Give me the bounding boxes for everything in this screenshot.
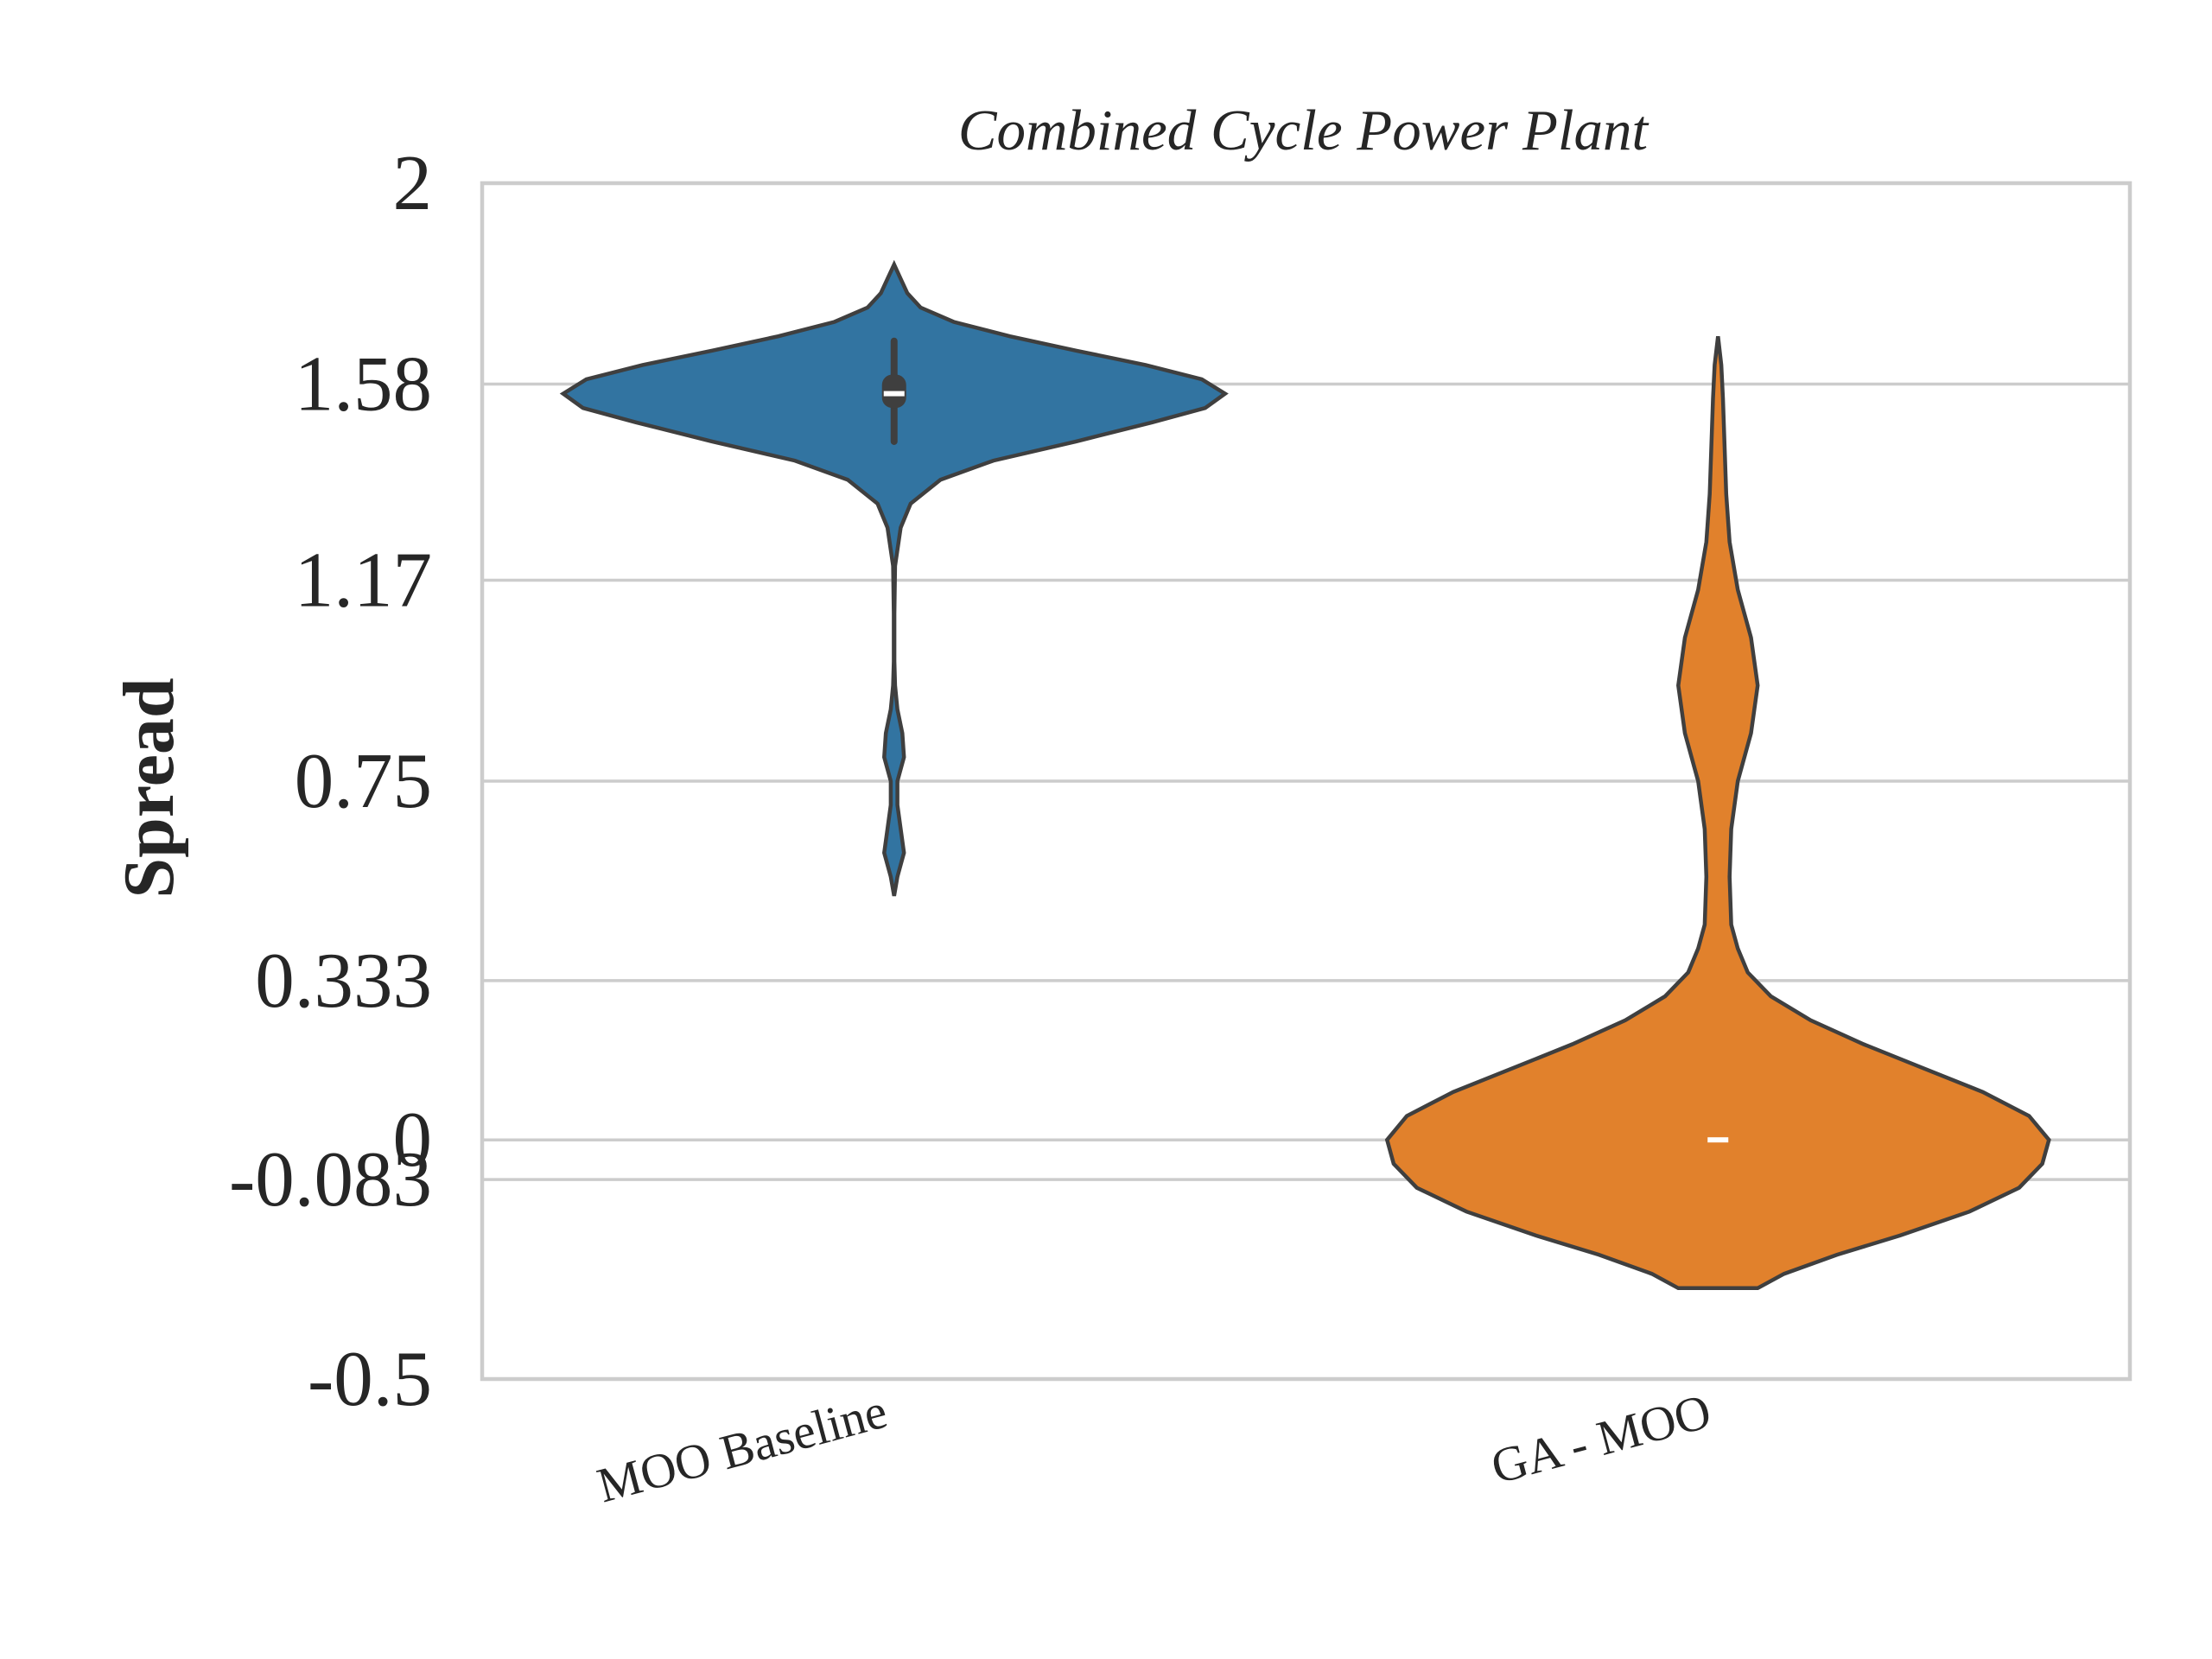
y-tick-label: 0 [393,1096,433,1183]
median-marker [1707,1137,1729,1143]
y-tick-label: 1.58 [295,340,432,428]
y-axis-label: Spread [109,677,189,898]
y-tick-label: 0.75 [295,737,432,824]
plot-frame [480,181,2133,1382]
violin-body [1384,335,2051,1291]
y-tick-label: 2 [393,139,433,226]
median-marker [883,391,905,397]
y-tick-label: 0.333 [255,937,432,1024]
y-tick-labels: 2 1.58 1.17 0.75 0.333 0-0.083 -0.5 [229,139,432,1422]
violin-body [559,259,1229,897]
chart-title: Combined Cycle Power Plant [958,99,1649,162]
x-tick-label: MOO Baseline [592,1384,893,1514]
y-tick-label: 1.17 [295,536,432,623]
y-tick-label: -0.083 [229,1135,432,1223]
x-tick-label: GA - MOO [1485,1384,1716,1495]
y-tick-label: -0.5 [308,1335,432,1422]
violins [559,259,2051,1291]
x-tick-labels: MOO Baseline GA - MOO [592,1384,1717,1514]
